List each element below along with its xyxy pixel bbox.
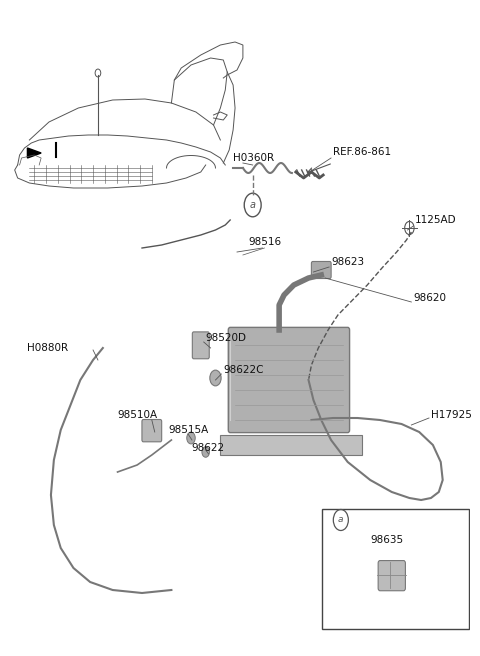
Circle shape xyxy=(202,447,209,457)
Text: 98623: 98623 xyxy=(331,257,364,267)
FancyBboxPatch shape xyxy=(312,262,331,279)
FancyBboxPatch shape xyxy=(192,332,209,359)
Text: 1125AD: 1125AD xyxy=(415,215,457,225)
Text: 98516: 98516 xyxy=(248,237,281,247)
Polygon shape xyxy=(27,148,41,158)
FancyBboxPatch shape xyxy=(142,419,162,441)
Text: 98515A: 98515A xyxy=(168,425,209,435)
Text: H0360R: H0360R xyxy=(233,153,274,163)
Circle shape xyxy=(210,370,221,386)
Text: a: a xyxy=(338,516,344,525)
Text: a: a xyxy=(250,200,256,210)
Text: 98622C: 98622C xyxy=(223,365,264,375)
Text: H17925: H17925 xyxy=(431,410,472,420)
Polygon shape xyxy=(220,435,362,455)
FancyBboxPatch shape xyxy=(322,508,469,629)
Text: H0880R: H0880R xyxy=(27,343,69,353)
Text: 98622: 98622 xyxy=(191,443,224,453)
Text: 98510A: 98510A xyxy=(118,410,157,420)
FancyBboxPatch shape xyxy=(228,327,349,432)
FancyBboxPatch shape xyxy=(378,561,406,591)
Text: 98620: 98620 xyxy=(413,293,446,303)
Text: 98520D: 98520D xyxy=(205,333,247,343)
Text: 98635: 98635 xyxy=(370,535,403,545)
Text: REF.86-861: REF.86-861 xyxy=(333,147,391,157)
Circle shape xyxy=(187,432,195,444)
